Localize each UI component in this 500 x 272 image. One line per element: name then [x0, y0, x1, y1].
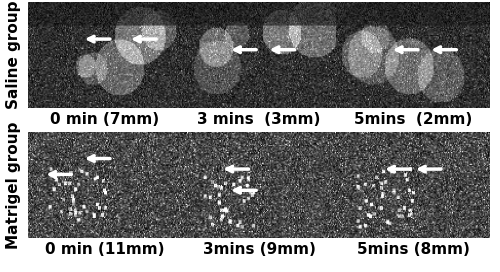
Text: 3 mins  (3mm): 3 mins (3mm): [198, 113, 320, 128]
Text: 3mins (9mm): 3mins (9mm): [202, 243, 316, 258]
Text: 5mins  (2mm): 5mins (2mm): [354, 113, 472, 128]
Text: 0 min (7mm): 0 min (7mm): [50, 113, 160, 128]
Text: Saline group: Saline group: [6, 1, 22, 109]
Text: 5mins (8mm): 5mins (8mm): [356, 243, 470, 258]
Text: 0 min (11mm): 0 min (11mm): [45, 243, 165, 258]
Text: Matrigel group: Matrigel group: [6, 121, 22, 249]
